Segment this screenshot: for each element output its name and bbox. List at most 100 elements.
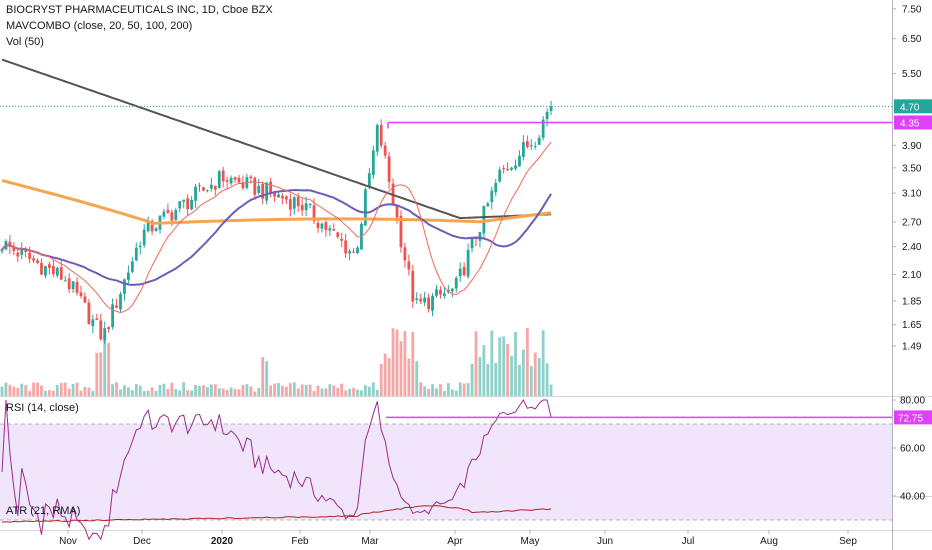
volume-bar — [261, 357, 265, 396]
candle-body — [454, 277, 458, 289]
atr-pane — [1, 505, 552, 523]
price-tick-label: 3.90 — [902, 141, 922, 152]
candle-body — [194, 186, 197, 201]
volume-bar — [123, 385, 126, 396]
rsi-value-tag — [894, 410, 932, 425]
candle-body — [533, 146, 537, 148]
volume-bar — [450, 389, 454, 396]
candle-body — [458, 268, 462, 277]
candle-body — [225, 180, 229, 182]
candle-body — [32, 258, 35, 261]
volume-bar — [146, 390, 150, 396]
candle-body — [541, 119, 545, 138]
price-overlay — [0, 105, 892, 129]
price-tick-label: 1.65 — [902, 320, 922, 331]
candle-body — [423, 297, 427, 303]
volume-bar — [458, 382, 462, 396]
candle-body — [198, 185, 201, 187]
volume-bars — [0, 328, 553, 396]
volume-bar — [431, 384, 434, 396]
candle-body — [119, 294, 122, 310]
volume-bar — [12, 386, 16, 396]
volume-bar — [40, 385, 43, 396]
volume-bar — [387, 357, 391, 396]
candle-body — [435, 289, 438, 296]
volume-bar — [304, 384, 308, 396]
candle-body — [383, 145, 387, 156]
candle-body — [237, 177, 241, 183]
candle-body — [296, 196, 300, 207]
volume-bar — [59, 382, 63, 396]
volume-bar — [486, 363, 490, 396]
volume-bar — [462, 383, 466, 396]
rsi-tick-label: 40.00 — [900, 492, 925, 503]
candle-body — [478, 232, 482, 241]
price-tick-label: 6.50 — [902, 34, 922, 45]
price-tick-label: 2.10 — [902, 270, 922, 281]
volume-bar — [36, 382, 39, 396]
volume-bar — [119, 389, 122, 396]
volume-bar — [423, 386, 427, 396]
volume-bar — [332, 385, 336, 396]
candle-body — [277, 194, 280, 198]
candle-body — [403, 247, 407, 261]
volume-bar — [510, 355, 513, 396]
volume-bar — [16, 387, 20, 396]
volume-bar — [533, 352, 537, 396]
time-tick-label: 2020 — [211, 536, 234, 547]
volume-bar — [435, 388, 438, 396]
candle-body — [63, 280, 67, 282]
candle-body — [332, 229, 336, 231]
volume-bar — [44, 390, 47, 396]
candle-body — [514, 165, 517, 169]
candle-body — [316, 222, 320, 229]
volume-bar — [296, 388, 300, 396]
volume-bar — [48, 390, 51, 396]
volume-bar — [20, 383, 24, 396]
volume-bar — [344, 390, 348, 396]
candle-body — [344, 240, 348, 254]
volume-bar — [529, 365, 533, 396]
volume-bar — [427, 388, 430, 396]
volume-bar — [545, 363, 549, 396]
candle-body — [130, 261, 134, 272]
candle-body — [44, 266, 47, 276]
volume-bar — [107, 342, 111, 396]
volume-bar — [162, 383, 166, 396]
candle-body — [190, 199, 193, 210]
candle-body — [292, 197, 296, 209]
candle-body — [356, 247, 359, 254]
volume-bar — [541, 330, 545, 396]
volume-bar — [166, 388, 170, 396]
volume-bar — [514, 331, 517, 396]
rsi-band — [0, 424, 892, 520]
candle-body — [186, 198, 190, 210]
volume-bar — [506, 343, 509, 396]
candle-body — [407, 261, 411, 270]
candle-body — [462, 266, 466, 276]
candle-body — [83, 296, 87, 303]
volume-bar — [285, 386, 288, 396]
candle-body — [281, 195, 284, 199]
chart-title: BIOCRYST PHARMACEUTICALS INC, 1D, Cboe B… — [6, 4, 273, 16]
volume-bar — [111, 384, 114, 396]
candle-body — [352, 251, 355, 253]
candle-body — [162, 211, 166, 217]
time-tick-label: Dec — [133, 536, 151, 547]
volume-bar — [328, 384, 332, 396]
candle-body — [498, 169, 502, 182]
candle-body — [300, 204, 304, 211]
volume-bar — [494, 362, 498, 396]
volume-bar — [265, 361, 269, 396]
price-tick-label: 3.50 — [902, 163, 922, 174]
candle-body — [138, 245, 142, 248]
atr-line — [1, 505, 552, 523]
candle-body — [371, 150, 375, 176]
candle-body — [312, 205, 316, 222]
price-tick-label: 1.49 — [902, 341, 922, 352]
candle-body — [166, 209, 170, 213]
volume-bar — [130, 390, 134, 396]
volume-bar — [8, 384, 12, 396]
candle-body — [328, 228, 332, 231]
